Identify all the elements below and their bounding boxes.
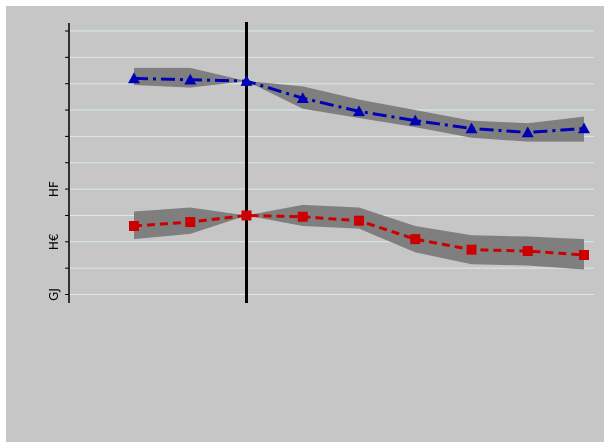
series-1-point-5 [410,234,420,244]
series-1-point-8 [579,250,589,260]
series-1-point-3 [298,212,308,222]
series-1-point-6 [467,245,477,255]
series-1-point-4 [354,216,364,226]
y-tick-label-0: GJ [47,288,61,301]
y-tick-label-2: HF [47,181,61,197]
series-1-point-7 [523,246,533,256]
series-1-point-2 [242,210,252,220]
series-1-point-0 [129,221,139,231]
series-1-point-1 [185,217,195,227]
y-tick-label-1: H€ [47,233,61,250]
